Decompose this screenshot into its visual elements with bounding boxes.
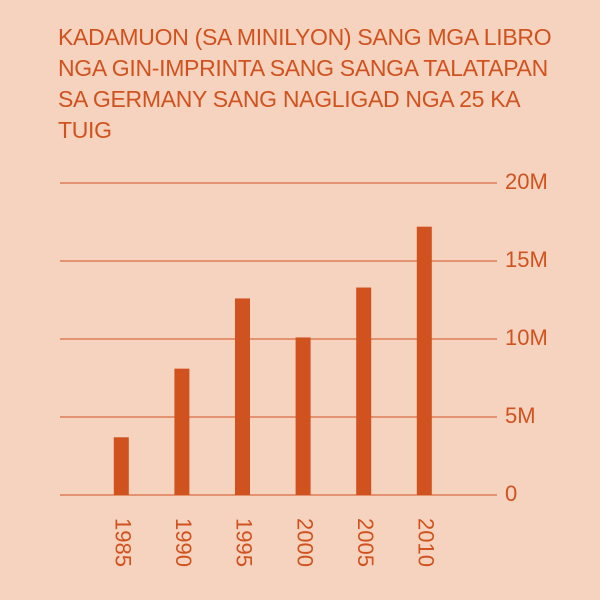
bar: [356, 287, 372, 495]
x-tick-label: 2010: [413, 518, 438, 567]
x-tick-label: 2005: [353, 518, 378, 567]
x-tick-label: 1995: [232, 518, 257, 567]
bar: [113, 437, 129, 495]
y-tick-label: 5M: [505, 403, 536, 428]
bar: [174, 368, 190, 495]
bar: [235, 298, 250, 495]
x-tick-label: 1985: [110, 518, 135, 567]
y-tick-label: 10M: [505, 325, 548, 350]
chart-title: KADAMUON (SA MINILYON) SANG MGA LIBRO NG…: [58, 24, 552, 143]
x-tick-label: 2000: [292, 518, 317, 567]
y-tick-label: 0: [505, 481, 517, 506]
y-tick-label: 20M: [505, 169, 548, 194]
x-tick-label: 1990: [171, 518, 196, 567]
bar: [295, 337, 311, 495]
bar: [416, 226, 432, 495]
y-tick-label: 15M: [505, 247, 548, 272]
